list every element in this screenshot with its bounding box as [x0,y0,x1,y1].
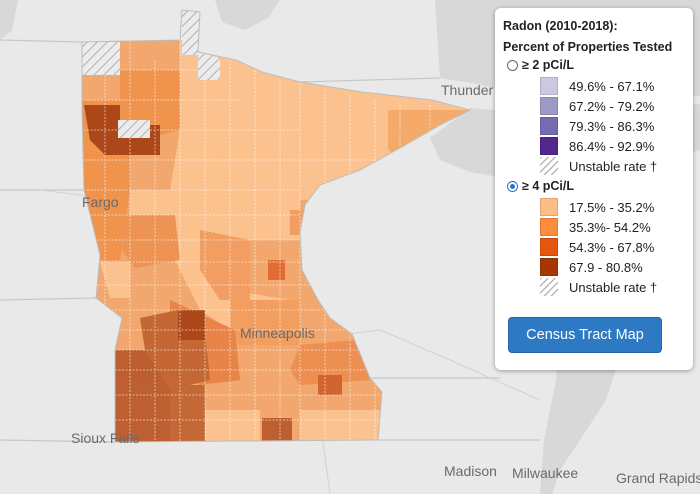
city-label-milwaukee: Milwaukee [512,465,579,481]
minnesota-outline [81,9,472,443]
legend-entry-unstable: Unstable rate † [540,157,657,175]
legend-swatch [540,258,558,276]
city-label-grand-rapids: Grand Rapids [616,470,700,486]
hatch-swatch [540,278,558,296]
radio-2pci[interactable]: ≥ 2 pCi/L [507,58,574,72]
legend-swatch [540,77,558,95]
legend-swatch [540,117,558,135]
legend-entry-label: Unstable rate † [569,158,658,174]
unstable-county-north[interactable] [182,10,200,55]
unstable-county-west[interactable] [118,120,150,138]
legend-entry-label: 67.2% - 79.2% [569,98,655,114]
county-region-metro[interactable] [230,300,300,345]
legend-swatch [540,218,558,236]
legend-entry-unstable: Unstable rate † [540,278,657,296]
city-label-madison: Madison [444,463,497,479]
legend-entry-label: 79.3% - 86.3% [569,118,655,134]
county-dark-east[interactable] [268,260,285,280]
legend-swatch [540,238,558,256]
lake-of-the-woods [215,0,280,30]
radio-4pci-circle[interactable] [507,180,518,192]
county-dark-se[interactable] [262,418,292,442]
legend-entry: 79.3% - 86.3% [540,117,654,135]
legend-swatch [540,97,558,115]
legend-title-line2: Percent of Properties Tested [503,40,673,54]
county-light-sw[interactable] [130,190,175,215]
legend-entry: 67.9 - 80.8% [540,258,643,276]
legend-entry-label: 35.3%- 54.2% [569,219,651,235]
radio-2pci-circle[interactable] [507,59,518,71]
legend-entry-label: 86.4% - 92.9% [569,138,655,154]
county-region-west-light[interactable] [100,262,130,298]
legend-entry-label: 54.3% - 67.8% [569,239,655,255]
legend-entry-label: 49.6% - 67.1% [569,78,655,94]
county-region-se-light[interactable] [300,410,380,442]
legend-title-line1: Radon (2010-2018): [503,19,618,33]
legend-entry: 86.4% - 92.9% [540,137,654,155]
radio-4pci-label: ≥ 4 pCi/L [522,179,575,193]
county-region-mid[interactable] [200,230,250,300]
county-dark-se2[interactable] [318,375,342,395]
radio-4pci[interactable]: ≥ 4 pCi/L [507,179,574,193]
lake-winnipeg [0,0,18,40]
legend-swatch [540,137,558,155]
unstable-county-northwest[interactable] [82,42,120,75]
legend-entry-label: 17.5% - 35.2% [569,199,655,215]
legend-panel: Radon (2010-2018): Percent of Properties… [495,8,693,370]
county-region-west-central[interactable] [122,215,180,268]
census-tract-map-button[interactable]: Census Tract Map [508,317,662,353]
city-label-minneapolis: Minneapolis [240,325,315,341]
legend-entry: 54.3% - 67.8% [540,238,654,256]
legend-entry-label: Unstable rate † [569,279,658,295]
city-label-sioux-falls: Sioux Falls [71,430,140,446]
legend-entry: 67.2% - 79.2% [540,97,654,115]
city-label-fargo: Fargo [82,194,119,210]
county-dark-southwest[interactable] [115,350,170,445]
legend-entry: 17.5% - 35.2% [540,198,654,216]
legend-entry: 35.3%- 54.2% [540,218,651,236]
legend-entry: 49.6% - 67.1% [540,77,654,95]
city-label-thunder: Thunder [441,82,494,98]
radio-2pci-label: ≥ 2 pCi/L [522,58,575,72]
county-dark-mid[interactable] [178,310,205,340]
legend-entry-label: 67.9 - 80.8% [569,259,643,275]
county-dark-south[interactable] [170,385,205,445]
county-region-central-light[interactable] [170,130,300,330]
hatch-swatch [540,157,558,175]
unstable-county-lakeofwoods[interactable] [198,52,220,80]
legend-swatch [540,198,558,216]
